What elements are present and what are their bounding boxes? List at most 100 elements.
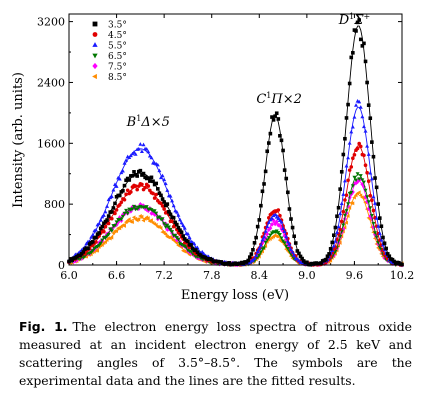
data-point — [355, 146, 360, 151]
data-point — [128, 219, 133, 224]
data-point — [273, 114, 277, 118]
data-point — [160, 204, 165, 208]
data-point — [90, 232, 95, 237]
data-point — [279, 236, 284, 241]
data-point — [343, 198, 347, 202]
data-point — [258, 250, 263, 254]
data-point — [327, 252, 331, 256]
data-point — [263, 240, 268, 245]
data-point — [355, 172, 360, 176]
data-point — [260, 237, 265, 242]
data-point — [333, 251, 337, 256]
data-point — [132, 204, 136, 209]
data-point — [366, 200, 371, 204]
data-point — [82, 254, 87, 259]
data-point — [117, 176, 122, 181]
x-tick-label: 8.4 — [251, 269, 269, 282]
data-point — [130, 204, 135, 210]
data-point — [376, 241, 381, 245]
data-point — [366, 152, 371, 156]
data-point — [262, 246, 267, 251]
data-point — [168, 212, 173, 217]
data-point — [345, 214, 350, 219]
data-point — [84, 241, 89, 246]
data-point — [154, 211, 159, 216]
data-point — [162, 207, 166, 211]
data-point — [139, 149, 144, 153]
data-point — [379, 237, 384, 242]
legend-marker — [92, 21, 98, 27]
data-point — [140, 182, 144, 187]
data-point — [354, 29, 358, 33]
data-point — [365, 143, 370, 148]
data-point — [185, 248, 190, 253]
data-point — [78, 257, 83, 262]
data-point — [103, 209, 108, 214]
x-tick-label: 9.6 — [346, 269, 364, 282]
data-point — [378, 216, 382, 220]
data-point — [282, 229, 287, 233]
data-point — [366, 179, 371, 183]
data-point — [176, 213, 181, 217]
data-point — [371, 154, 376, 159]
data-point — [117, 193, 122, 198]
data-point — [157, 191, 162, 196]
data-point — [296, 258, 301, 263]
data-point — [156, 187, 160, 191]
data-point — [122, 183, 127, 188]
data-point — [292, 234, 296, 239]
data-point — [185, 231, 190, 236]
data-point — [146, 184, 151, 188]
data-point — [98, 241, 103, 246]
data-point — [352, 153, 357, 157]
data-point — [373, 201, 378, 205]
data-point — [336, 224, 341, 229]
data-point — [144, 207, 149, 212]
data-point — [105, 218, 109, 222]
data-point — [374, 216, 379, 220]
data-point — [165, 188, 170, 192]
data-point — [260, 240, 265, 246]
data-point — [113, 201, 117, 206]
legend-label: 8.5° — [108, 73, 127, 83]
data-point — [339, 201, 344, 206]
data-point — [105, 204, 110, 208]
data-point — [276, 117, 281, 121]
data-layer — [66, 18, 404, 268]
data-point — [125, 188, 130, 193]
data-point — [346, 202, 351, 206]
legend-label: 6.5° — [108, 52, 127, 62]
data-point — [362, 41, 366, 46]
data-point — [357, 141, 361, 146]
data-point — [365, 80, 369, 85]
data-point — [127, 155, 132, 159]
data-point — [95, 248, 99, 253]
data-point — [269, 216, 274, 220]
data-point — [162, 177, 167, 182]
data-point — [104, 237, 109, 242]
data-point — [154, 192, 159, 197]
data-point — [365, 195, 370, 199]
spectra-chart: 6.0 6.6 7.2 7.8 8.4 9.0 9.6 10.2 0 800 1600 2400 320… — [11, 12, 414, 303]
data-point — [276, 216, 281, 221]
data-point — [281, 148, 285, 153]
data-point — [147, 153, 152, 158]
data-point — [182, 225, 187, 230]
data-point — [86, 246, 90, 251]
data-point — [266, 227, 271, 233]
data-point — [268, 225, 273, 231]
data-point — [110, 216, 114, 221]
data-point — [70, 258, 74, 262]
data-point — [276, 231, 281, 235]
data-point — [346, 178, 350, 183]
data-point — [341, 209, 346, 214]
data-point — [282, 233, 287, 239]
data-point — [120, 168, 125, 173]
data-point — [170, 198, 175, 203]
data-point — [265, 149, 270, 154]
data-point — [357, 18, 361, 22]
data-point — [370, 198, 374, 203]
data-point — [158, 175, 163, 180]
data-point — [286, 190, 290, 195]
caption-label: Fig. 1. — [19, 319, 68, 334]
